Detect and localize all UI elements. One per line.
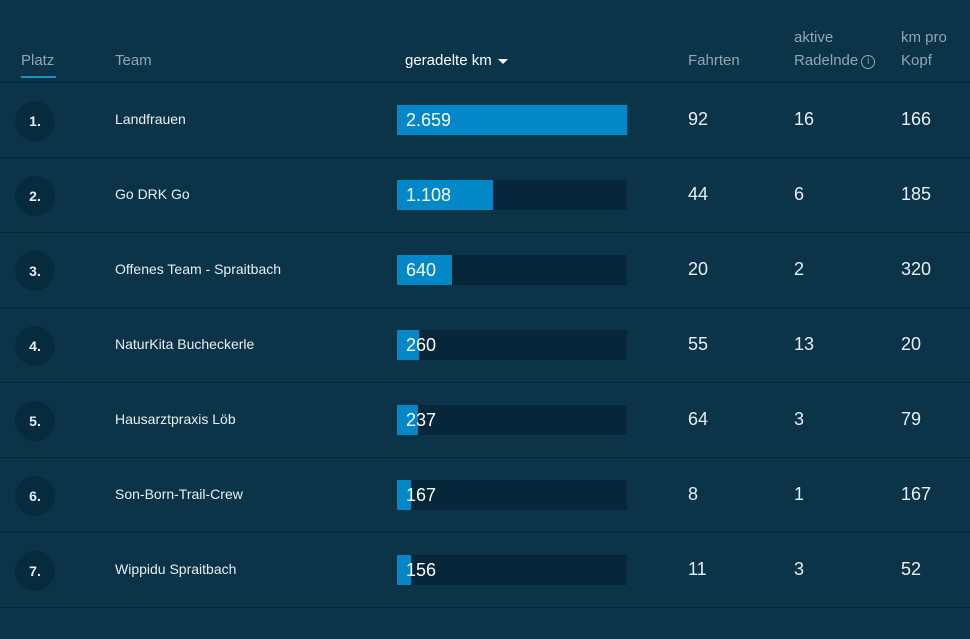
km-value: 237 — [406, 410, 437, 430]
aktive-value: 3 — [794, 559, 805, 579]
column-aktive-line1: aktive — [794, 29, 834, 46]
km-bar-track: 260 — [397, 330, 627, 360]
rank-badge: 2. — [15, 176, 55, 216]
table-row[interactable]: 5. Hausarztpraxis Löb 237 64 3 79 — [0, 383, 970, 458]
fahrten-value: 11 — [688, 559, 707, 579]
team-name[interactable]: Go DRK Go — [115, 186, 190, 202]
km-pro-kopf-value: 167 — [901, 484, 932, 504]
table-row[interactable]: 7. Wippidu Spraitbach 156 11 3 52 — [0, 533, 970, 608]
aktive-value: 6 — [794, 184, 805, 204]
column-aktive[interactable]: aktive Radelnde i — [794, 26, 876, 72]
km-bar-fill — [397, 255, 453, 285]
column-kopf-line1: km pro — [901, 29, 947, 46]
team-name[interactable]: Hausarztpraxis Löb — [115, 411, 236, 427]
km-bar-fill — [397, 105, 627, 135]
fahrten-value: 44 — [688, 184, 709, 204]
km-value: 1.108 — [406, 185, 452, 205]
column-team[interactable]: Team — [115, 52, 152, 69]
rank-badge: 7. — [15, 551, 55, 591]
column-km-pro-kopf[interactable]: km pro Kopf — [901, 26, 947, 72]
column-platz[interactable]: Platz — [21, 52, 55, 69]
team-name[interactable]: Son-Born-Trail-Crew — [115, 486, 243, 502]
team-name[interactable]: Wippidu Spraitbach — [115, 561, 237, 577]
rank-badge: 3. — [15, 251, 55, 291]
km-bar-track: 156 — [397, 555, 627, 585]
km-bar-fill — [397, 330, 420, 360]
km-bar-track: 2.659 — [397, 105, 627, 135]
rank-badge: 1. — [15, 101, 55, 141]
team-name[interactable]: Landfrauen — [115, 111, 186, 127]
km-value: 260 — [406, 335, 437, 355]
table-row[interactable]: 1. Landfrauen 2.659 92 16 166 — [0, 83, 970, 158]
column-aktive-line2: Radelnde — [794, 52, 859, 69]
team-name[interactable]: Offenes Team - Spraitbach — [115, 261, 282, 277]
km-bar-fill — [397, 405, 418, 435]
km-bar-fill — [397, 180, 493, 210]
km-pro-kopf-value: 79 — [901, 409, 922, 429]
rank-badge: 6. — [15, 476, 55, 516]
fahrten-value: 8 — [688, 484, 699, 504]
column-km[interactable]: geradelte km — [405, 49, 508, 72]
table-row[interactable]: 3. Offenes Team - Spraitbach 640 20 2 32… — [0, 233, 970, 308]
km-value: 640 — [406, 260, 437, 280]
km-pro-kopf-value: 166 — [901, 109, 932, 129]
km-pro-kopf-value: 20 — [901, 334, 922, 354]
km-bar-track: 237 — [397, 405, 627, 435]
column-kopf-line2: Kopf — [901, 52, 932, 69]
km-bar-track: 167 — [397, 480, 627, 510]
fahrten-value: 64 — [688, 409, 709, 429]
aktive-value: 3 — [794, 409, 805, 429]
km-value: 2.659 — [406, 110, 452, 130]
km-bar-track: 640 — [397, 255, 627, 285]
fahrten-value: 20 — [688, 259, 709, 279]
rank-badge: 4. — [15, 326, 55, 366]
fahrten-value: 55 — [688, 334, 709, 354]
team-name[interactable]: NaturKita Bucheckerle — [115, 336, 255, 352]
info-icon[interactable]: i — [861, 55, 876, 69]
table-row[interactable]: 4. NaturKita Bucheckerle 260 55 13 20 — [0, 308, 970, 383]
sort-down-icon — [497, 59, 508, 64]
km-value: 156 — [406, 560, 437, 580]
km-pro-kopf-value: 185 — [901, 184, 932, 204]
table-row[interactable]: 6. Son-Born-Trail-Crew 167 8 1 167 — [0, 458, 970, 533]
aktive-value: 2 — [794, 259, 805, 279]
aktive-value: 16 — [794, 109, 815, 129]
table-row[interactable]: 2. Go DRK Go 1.108 44 6 185 — [0, 158, 970, 233]
km-pro-kopf-value: 52 — [901, 559, 922, 579]
table-header: Platz Team geradelte km Fahrten aktive Ra… — [0, 0, 970, 83]
active-sort-underline — [21, 76, 56, 78]
column-km-label: geradelte km — [405, 52, 492, 69]
km-bar-track: 1.108 — [397, 180, 627, 210]
km-pro-kopf-value: 320 — [901, 259, 932, 279]
fahrten-value: 92 — [688, 109, 709, 129]
km-bar-fill — [397, 480, 412, 510]
aktive-value: 13 — [794, 334, 815, 354]
km-value: 167 — [406, 485, 437, 505]
km-bar-fill — [397, 555, 411, 585]
aktive-value: 1 — [794, 484, 805, 504]
column-fahrten[interactable]: Fahrten — [688, 52, 740, 69]
rank-badge: 5. — [15, 401, 55, 441]
